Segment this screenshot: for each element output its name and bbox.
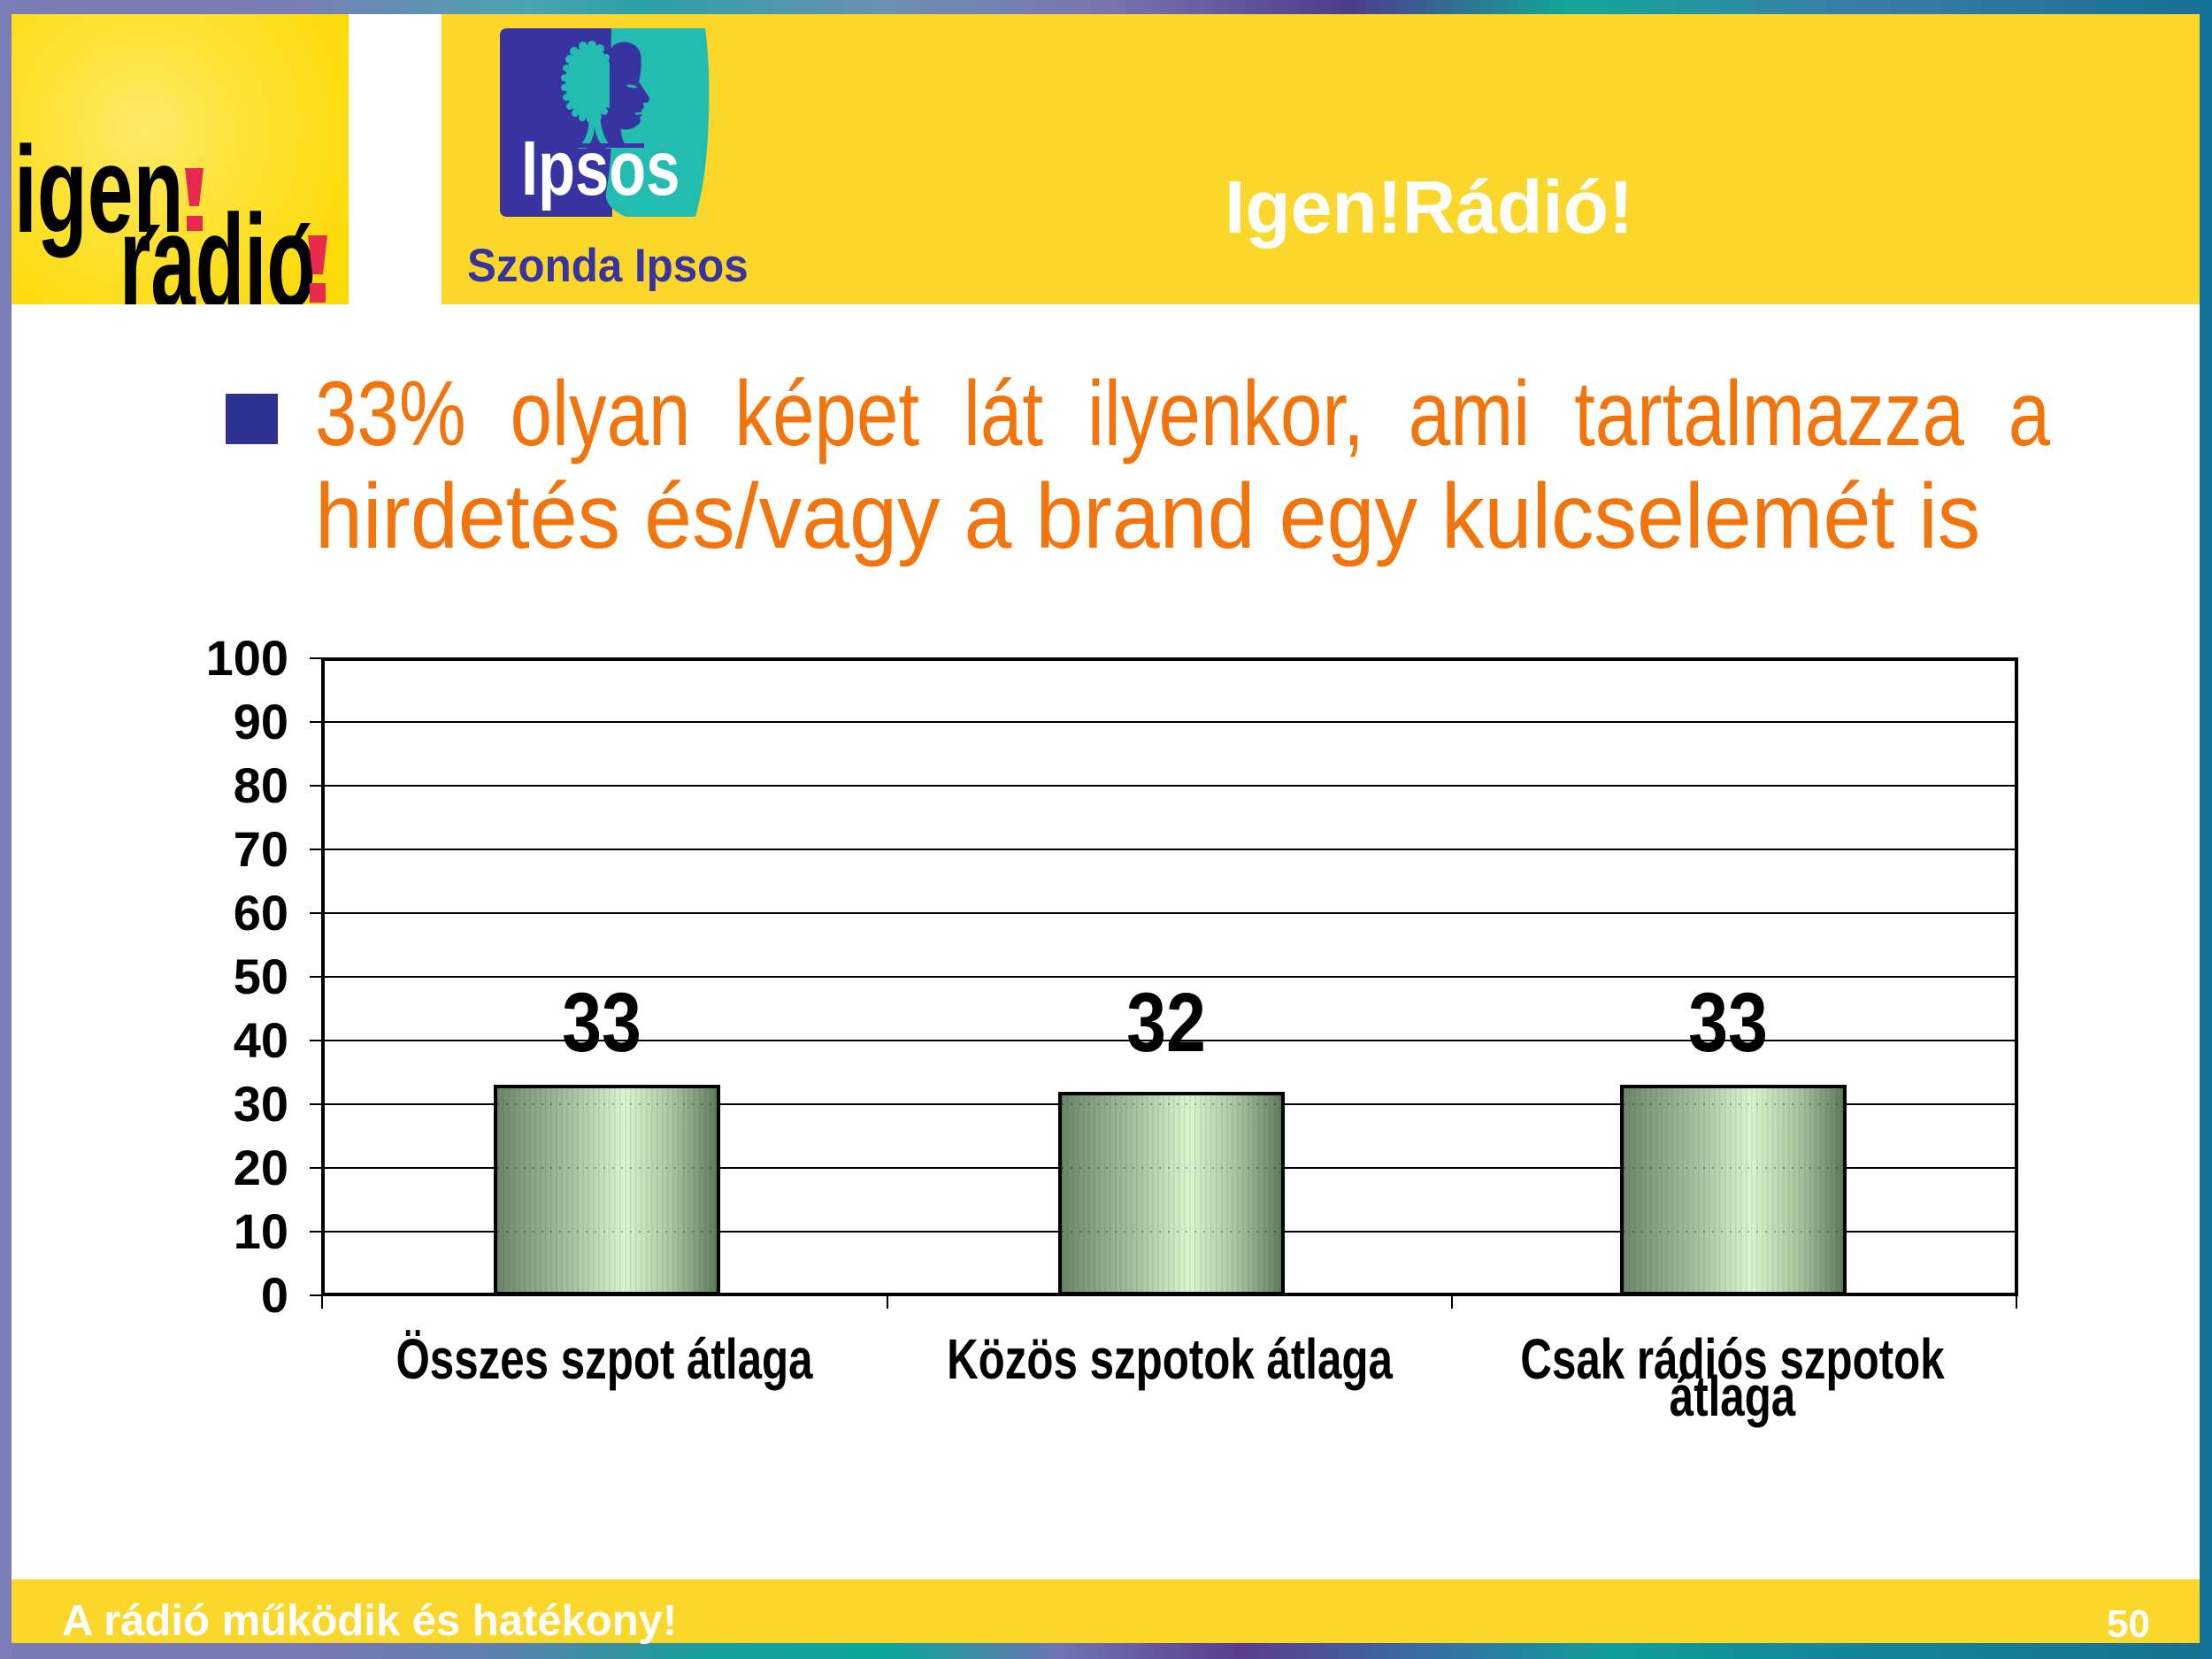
svg-text:Ipsos: Ipsos bbox=[521, 125, 680, 211]
